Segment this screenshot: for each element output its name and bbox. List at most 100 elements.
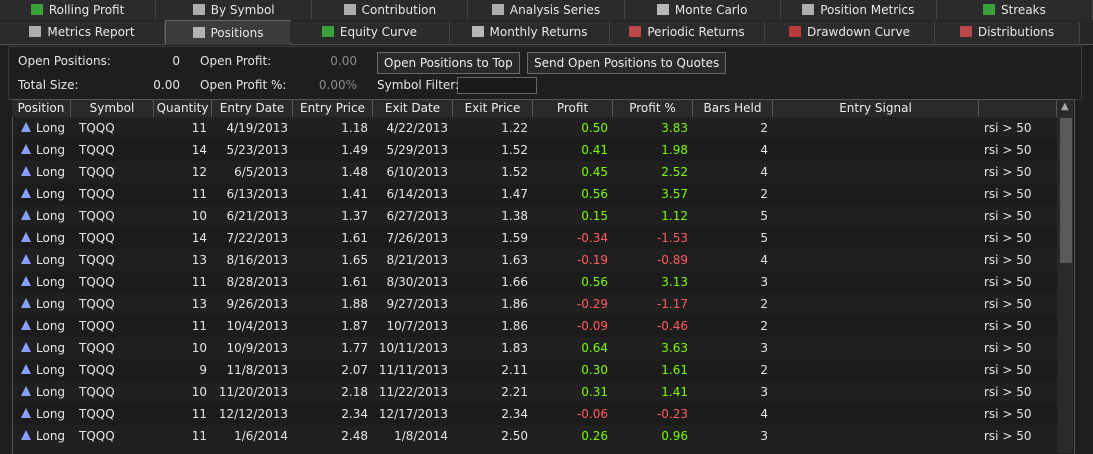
long-icon bbox=[21, 364, 31, 374]
tab[interactable]: Analysis Series bbox=[468, 0, 625, 20]
cell: 1.37 bbox=[341, 209, 368, 223]
tab[interactable]: Periodic Returns bbox=[610, 22, 765, 43]
cell: 1.59 bbox=[501, 231, 528, 245]
tab[interactable]: Rolling Profit bbox=[0, 0, 157, 20]
cell: Long bbox=[36, 165, 66, 179]
table-row[interactable] bbox=[13, 337, 1057, 359]
tab[interactable]: Metrics Report bbox=[0, 22, 165, 43]
cell: 9 bbox=[199, 363, 207, 377]
cell: 1.88 bbox=[341, 297, 368, 311]
table-row[interactable] bbox=[13, 161, 1057, 183]
tab-label: Streaks bbox=[1000, 3, 1046, 17]
column-header[interactable]: Position bbox=[12, 100, 71, 117]
column-header[interactable]: Entry Price bbox=[293, 100, 373, 117]
table-row[interactable] bbox=[13, 139, 1057, 161]
cell: Long bbox=[36, 187, 66, 201]
cell: 11 bbox=[191, 429, 207, 443]
cell: 11/11/2013 bbox=[378, 363, 448, 377]
tab[interactable]: Monthly Returns bbox=[450, 22, 610, 43]
tab[interactable]: Streaks bbox=[936, 0, 1093, 20]
column-header[interactable]: Exit Price bbox=[453, 100, 533, 117]
cell: 2.07 bbox=[341, 363, 368, 377]
tab-icon bbox=[30, 4, 43, 15]
cell: 1.18 bbox=[341, 121, 368, 135]
cell: 2.48 bbox=[341, 429, 368, 443]
scrollbar-thumb[interactable] bbox=[1060, 118, 1072, 263]
tab-label: Monte Carlo bbox=[674, 3, 748, 17]
cell: TQQQ bbox=[79, 231, 115, 245]
column-header[interactable]: Profit bbox=[533, 100, 613, 117]
button[interactable]: Send Open Positions to Quotes bbox=[527, 52, 727, 74]
tab[interactable]: Distributions bbox=[935, 22, 1080, 43]
table-row[interactable] bbox=[13, 271, 1057, 293]
cell: 12/12/2013 bbox=[218, 407, 288, 421]
cell: 1.65 bbox=[341, 253, 368, 267]
cell: 11/22/2013 bbox=[378, 385, 448, 399]
cell: 11 bbox=[191, 121, 207, 135]
cell: 10 bbox=[191, 341, 207, 355]
column-header[interactable]: Symbol bbox=[71, 100, 154, 117]
cell: 2.21 bbox=[501, 385, 528, 399]
cell: 1.66 bbox=[501, 275, 528, 289]
column-header[interactable] bbox=[979, 100, 1057, 117]
cell: Long bbox=[36, 385, 66, 399]
cell: 1.87 bbox=[341, 319, 368, 333]
tab[interactable]: Contribution bbox=[312, 0, 469, 20]
cell: 6/21/2013 bbox=[226, 209, 288, 223]
table-row[interactable] bbox=[13, 381, 1057, 403]
table-row[interactable] bbox=[13, 315, 1057, 337]
cell: 11 bbox=[191, 187, 207, 201]
tab[interactable]: Monte Carlo bbox=[624, 0, 781, 20]
cell: 2.18 bbox=[341, 385, 368, 399]
cell: Long bbox=[36, 275, 66, 289]
tab[interactable]: Drawdown Curve bbox=[765, 22, 935, 43]
table-row[interactable] bbox=[13, 249, 1057, 271]
table-row[interactable] bbox=[13, 205, 1057, 227]
tab-icon bbox=[629, 26, 642, 37]
cell: 1.83 bbox=[501, 341, 528, 355]
long-icon bbox=[21, 166, 31, 176]
column-header[interactable]: Bars Held bbox=[693, 100, 773, 117]
button[interactable]: Open Positions to Top bbox=[377, 52, 520, 74]
table-row[interactable] bbox=[13, 359, 1057, 381]
table-row[interactable] bbox=[13, 293, 1057, 315]
cell: 0.45 bbox=[581, 165, 608, 179]
long-icon bbox=[21, 408, 31, 418]
tab-label: Rolling Profit bbox=[48, 3, 125, 17]
column-header[interactable]: Exit Date bbox=[373, 100, 453, 117]
tab-icon bbox=[471, 26, 484, 37]
tab[interactable]: Positions bbox=[165, 20, 291, 45]
tab[interactable]: Equity Curve bbox=[290, 22, 450, 43]
tab[interactable]: By Symbol bbox=[156, 0, 313, 20]
table-row[interactable] bbox=[13, 425, 1057, 447]
label: Open Positions: bbox=[18, 54, 111, 68]
cell: 0.96 bbox=[661, 429, 688, 443]
cell: 2 bbox=[760, 187, 768, 201]
tab[interactable]: Position Metrics bbox=[780, 0, 937, 20]
table-row[interactable] bbox=[13, 117, 1057, 139]
value: 0.00 bbox=[153, 78, 180, 92]
cell: TQQQ bbox=[79, 341, 115, 355]
table-row[interactable] bbox=[13, 227, 1057, 249]
tab-label: Equity Curve bbox=[339, 25, 418, 39]
cell: 0.26 bbox=[581, 429, 608, 443]
column-header[interactable]: Profit % bbox=[613, 100, 693, 117]
table-row[interactable] bbox=[13, 403, 1057, 425]
cell: 10/4/2013 bbox=[226, 319, 288, 333]
cell: rsi > 50 bbox=[984, 209, 1032, 223]
filter-input[interactable] bbox=[457, 77, 537, 94]
cell: 1.49 bbox=[341, 143, 368, 157]
column-header[interactable]: Quantity bbox=[154, 100, 212, 117]
cell: 10/9/2013 bbox=[226, 341, 288, 355]
column-header[interactable]: Entry Date bbox=[212, 100, 293, 117]
cell: rsi > 50 bbox=[984, 165, 1032, 179]
tab-icon bbox=[192, 27, 205, 38]
column-header[interactable]: Entry Signal bbox=[773, 100, 979, 117]
table-row[interactable] bbox=[13, 183, 1057, 205]
cell: TQQQ bbox=[79, 275, 115, 289]
tab-icon bbox=[959, 26, 972, 37]
tab-icon bbox=[343, 4, 356, 15]
cell: 8/21/2013 bbox=[386, 253, 448, 267]
scroll-up-arrow[interactable]: ▲ bbox=[1061, 101, 1069, 112]
